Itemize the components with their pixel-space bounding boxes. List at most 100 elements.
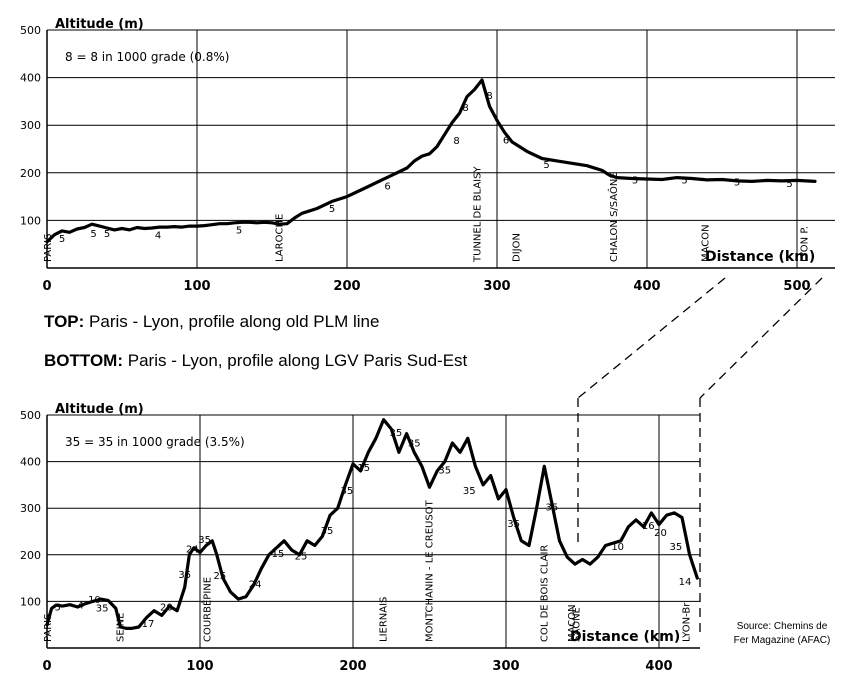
grade-label: 15 [357, 463, 370, 474]
grade-label: 24 [186, 544, 199, 555]
x-tick-label: 100 [183, 279, 210, 294]
grade-label: 10 [611, 542, 624, 553]
grade-label: 35 [463, 486, 476, 497]
bottom-caption: BOTTOM: Paris - Lyon, profile along LGV … [44, 351, 467, 371]
grade-label: 14 [679, 577, 692, 588]
grade-label: 35 [389, 428, 402, 439]
y-axis-label: Altitude (m) [55, 402, 144, 417]
station-label: SEINE [116, 613, 127, 642]
x-tick-label: 100 [186, 659, 213, 674]
x-tick-label: 500 [783, 279, 810, 294]
grade-label: 4 [155, 230, 161, 241]
grade-label: 6 [384, 181, 390, 192]
profile-line [45, 78, 817, 244]
top-profile-chart: 0 100 200 300 400 500 100 200 300 400 500 Altitude … [20, 17, 835, 294]
x-tick-label: 300 [492, 659, 519, 674]
grade-label: 35 [669, 542, 682, 553]
grade-label: 35 [507, 519, 520, 530]
grade-label: 35 [198, 535, 211, 546]
grade-note: 35 = 35 in 1000 grade (3.5%) [65, 435, 245, 449]
grade-label: 20 [160, 603, 173, 614]
station-label: MONTCHANIN - LE CREUSOT [425, 499, 436, 642]
station-label: COL DE BOIS CLAIR [539, 545, 550, 642]
profile-line [45, 418, 699, 631]
grade-label: 20 [654, 528, 667, 539]
station-label: LYON-Br [682, 602, 693, 642]
grade-label: 8 [486, 91, 492, 102]
grade-label: 5 [632, 175, 638, 186]
grade-label: 35 [96, 604, 109, 615]
grade-label: 25 [214, 571, 227, 582]
station-label: LYON P. [800, 226, 811, 262]
x-axis-label: Distance (km) [570, 629, 680, 645]
grade-label: 5 [104, 229, 110, 240]
grade-label: 6 [503, 135, 509, 146]
grade-note: 8 = 8 in 1000 grade (0.8%) [65, 50, 229, 64]
y-tick-label: 200 [20, 167, 41, 180]
grade-label: 35 [438, 465, 451, 476]
station-label: COURBÉPINE [201, 577, 214, 642]
grade-label: 8 [462, 103, 468, 114]
y-tick-label: 100 [20, 214, 41, 227]
grade-label: 35 [321, 526, 334, 537]
y-tick-label: 500 [20, 24, 41, 37]
x-axis-label: Distance (km) [705, 249, 815, 265]
grade-label: 16 [642, 521, 655, 532]
grade-label: 25 [295, 551, 308, 562]
y-tick-label: 400 [20, 72, 41, 85]
station-label: SAÔNE [569, 607, 582, 642]
bottom-caption-label: BOTTOM: [44, 351, 124, 370]
grade-label: 5 [55, 603, 61, 614]
y-tick-label: 100 [20, 595, 41, 608]
x-tick-label: 300 [483, 279, 510, 294]
grade-label: 24 [249, 579, 262, 590]
station-label: LIERNAIS [379, 597, 390, 642]
grade-label: 17 [142, 619, 155, 630]
x-tick-label: 200 [339, 659, 366, 674]
grade-label: 5 [59, 234, 65, 245]
y-tick-label: 500 [20, 409, 41, 422]
grade-label: 5 [543, 160, 549, 171]
y-tick-label: 300 [20, 119, 41, 132]
top-caption-text: Paris - Lyon, profile along old PLM line [84, 312, 380, 331]
station-label: MACON [567, 604, 578, 642]
grade-label: 4 [77, 600, 83, 611]
source-line-2: Fer Magazine (AFAC) [733, 635, 831, 646]
grade-label: 5 [236, 226, 242, 237]
x-tick-label: 400 [633, 279, 660, 294]
station-label: CHALON S/SAÔNE [607, 172, 620, 262]
grade-label: 5 [90, 229, 96, 240]
grade-label: 35 [546, 503, 559, 514]
station-label: MACON [701, 224, 712, 262]
zoom-connector-lines [577, 277, 823, 635]
bottom-caption-text: Paris - Lyon, profile along LGV Paris Su… [123, 351, 468, 370]
y-tick-label: 300 [20, 502, 41, 515]
grade-label: 35 [178, 570, 191, 581]
grade-label: 15 [272, 549, 285, 560]
top-caption: TOP: Paris - Lyon, profile along old PLM… [44, 312, 379, 332]
grade-label: 10 [88, 595, 101, 606]
grade-label: 5 [681, 175, 687, 186]
station-label: LAROCHE [275, 214, 286, 262]
station-label: PARIS [43, 614, 54, 642]
grade-label: 8 [453, 136, 459, 147]
x-tick-label: 200 [333, 279, 360, 294]
y-axis-label: Altitude (m) [55, 17, 144, 32]
source-line-1: Source: Chemins de [736, 621, 828, 632]
y-tick-label: 400 [20, 456, 41, 469]
grade-label: 35 [408, 439, 421, 450]
grade-label: 5 [734, 178, 740, 189]
station-label: TUNNEL DE BLAISY [473, 166, 484, 263]
station-label: PARIS [43, 234, 54, 262]
top-caption-label: TOP: [44, 312, 85, 331]
bottom-profile-chart: 0 100 200 300 400 100 200 300 400 500 Altitude (m)… [20, 402, 700, 674]
source-note: Source: Chemins de Fer Magazine (AFAC) [722, 620, 842, 648]
x-tick-label: 0 [42, 659, 51, 674]
x-tick-label: 400 [645, 659, 672, 674]
grade-label: 5 [329, 204, 335, 215]
x-tick-label: 0 [42, 279, 51, 294]
station-label: DIJON [512, 233, 523, 262]
y-tick-label: 200 [20, 549, 41, 562]
grade-label: 5 [786, 179, 792, 190]
